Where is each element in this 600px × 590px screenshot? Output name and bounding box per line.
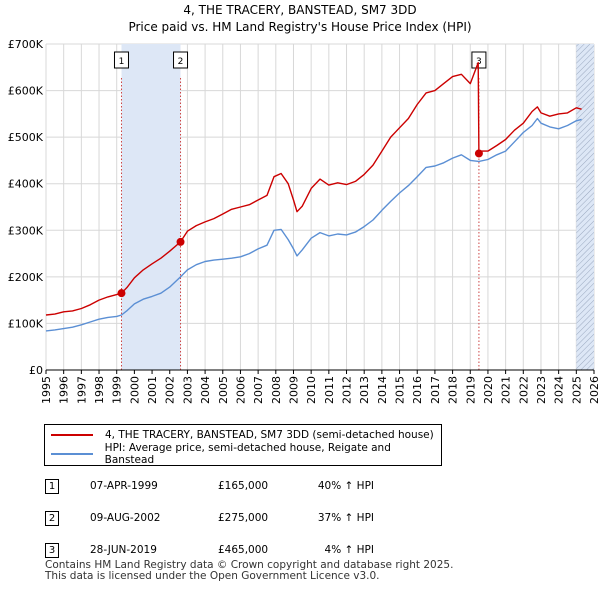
sale-point [474,149,483,158]
sale-label-box [113,51,129,69]
highlight-regions [121,44,594,370]
footer-attribution: Contains HM Land Registry data © Crown c… [45,560,453,582]
table-row: 2 09-AUG-2002 £275,000 37% ↑ HPI [42,502,374,534]
x-tick-label: 2012 [341,376,354,404]
price-chart: 4, THE TRACERY, BANSTEAD, SM7 3DD Price … [8,3,600,404]
sale-number-badge: 2 [45,510,59,526]
x-tick-label: 2009 [287,376,300,404]
x-tick-label: 1998 [93,376,106,404]
x-tick-label: 2020 [482,376,495,404]
y-tick-label: £700K [8,38,44,51]
sale-date: 09-AUG-2002 [90,512,161,524]
x-tick-label: 2024 [553,376,566,404]
series-line [45,61,582,316]
sale-date: 07-APR-1999 [90,480,158,492]
footer-line-licence: This data is licensed under the Open Gov… [45,570,380,582]
sale-label: 2 [178,57,184,67]
sale-hpi-diff: 4% ↑ HPI [324,544,374,556]
chart-title: 4, THE TRACERY, BANSTEAD, SM7 3DD [183,3,416,17]
x-tick-label: 2025 [570,376,583,404]
x-tick-label: 2018 [447,376,460,404]
legend-swatch-property [51,434,93,436]
sale-point [117,289,126,298]
table-row: 3 28-JUN-2019 £465,000 4% ↑ HPI [42,534,374,566]
x-tick-label: 2014 [376,376,389,404]
legend: 4, THE TRACERY, BANSTEAD, SM7 3DD (semi-… [44,424,442,466]
x-tick-label: 2003 [181,376,194,404]
table-row: 1 07-APR-1999 £165,000 40% ↑ HPI [42,470,374,502]
legend-item-hpi: HPI: Average price, semi-detached house,… [51,442,441,466]
y-tick-label: £500K [8,131,44,144]
sales-table: 1 07-APR-1999 £165,000 40% ↑ HPI 2 09-AU… [42,470,374,566]
y-tick-label: £0 [29,364,43,377]
sale-point [176,237,185,246]
y-tick-label: £400K [8,178,44,191]
sale-label-box [173,51,189,69]
chart-subtitle: Price paid vs. HM Land Registry's House … [128,20,471,34]
legend-item-property: 4, THE TRACERY, BANSTEAD, SM7 3DD (semi-… [51,426,434,444]
forecast-hatch [576,44,594,370]
shaded-region [121,44,181,370]
x-tick-label: 2022 [517,376,530,404]
x-tick-label: 2002 [164,376,177,404]
x-tick-label: 1995 [40,376,53,404]
sale-hpi-diff: 37% ↑ HPI [317,512,374,524]
legend-swatch-hpi [51,453,93,455]
footer-line-copyright: Contains HM Land Registry data © Crown c… [45,559,454,571]
x-tick-label: 2007 [252,376,265,404]
y-tick-label: £200K [8,271,44,284]
x-tick-label: 2013 [358,376,371,404]
sale-label: 3 [476,57,482,67]
x-tick-label: 1997 [75,376,88,404]
y-tick-label: £300K [8,224,44,237]
x-tick-label: 2015 [394,376,407,404]
y-tick-label: £600K [8,85,44,98]
sale-price: £465,000 [218,544,269,556]
sale-markers [117,149,483,298]
x-tick-label: 2026 [588,376,600,404]
series-line [45,117,582,332]
x-tick-label: 2023 [535,376,548,404]
x-tick-label: 2019 [464,376,477,404]
x-tick-label: 1996 [58,376,71,404]
sale-marker-lines: 1 2 3 [113,51,487,370]
x-tick-label: 2021 [500,376,513,404]
x-tick-label: 2010 [305,376,318,404]
sale-price: £275,000 [218,512,269,524]
x-tick-label: 2017 [429,376,442,404]
axes: £0 £100K £200K £300K £400K £500K £600K £700K 199… [8,38,600,404]
x-tick-label: 2004 [199,376,212,404]
sale-hpi-diff: 40% ↑ HPI [317,480,374,492]
x-tick-label: 2016 [411,376,424,404]
x-tick-label: 2006 [234,376,247,404]
x-tick-label: 2011 [323,376,336,404]
x-tick-label: 2001 [146,376,159,404]
y-tick-label: £100K [8,317,44,330]
x-tick-label: 2008 [270,376,283,404]
sale-number-badge: 3 [45,542,59,558]
legend-label-hpi: HPI: Average price, semi-detached house,… [104,442,391,466]
series-lines [45,61,582,332]
x-tick-label: 2000 [128,376,141,404]
sale-price: £165,000 [218,480,269,492]
legend-label-property: 4, THE TRACERY, BANSTEAD, SM7 3DD (semi-… [105,429,434,441]
sale-date: 28-JUN-2019 [90,544,157,556]
x-tick-label: 1999 [111,376,124,404]
x-tick-label: 2005 [217,376,230,404]
sale-label: 1 [119,57,125,67]
sale-number-badge: 1 [45,478,59,494]
